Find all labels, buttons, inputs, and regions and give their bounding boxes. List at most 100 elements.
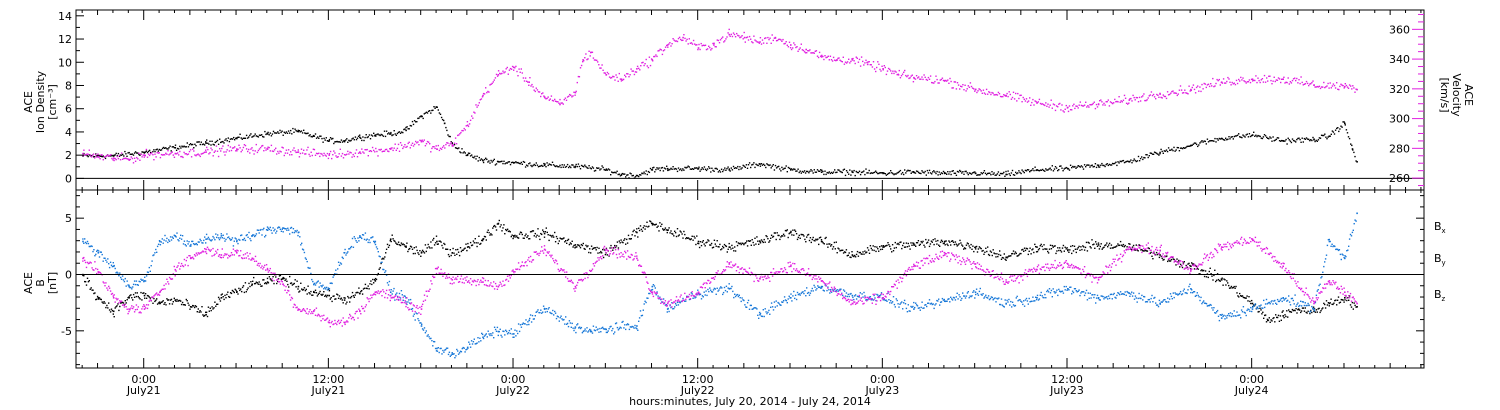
velocity-series-point: [205, 149, 207, 151]
by-series-point: [127, 284, 129, 286]
bx-series-point: [656, 226, 658, 228]
density-series-point: [785, 165, 787, 167]
bx-series-point: [797, 236, 800, 239]
velocity-series-point: [240, 151, 242, 153]
velocity-series-point: [1292, 78, 1295, 80]
by-series-point: [718, 289, 720, 291]
density-series-point: [1312, 136, 1314, 139]
bx-series-point: [845, 249, 848, 251]
bx-series-point: [473, 242, 475, 244]
by-series-point: [782, 300, 785, 302]
bx-series-point: [702, 240, 704, 242]
bx-series-point: [1204, 270, 1207, 272]
velocity-series-point: [696, 44, 698, 46]
velocity-series-point: [520, 68, 522, 70]
velocity-series-point: [550, 95, 553, 97]
by-series-point: [731, 285, 733, 288]
velocity-series-point: [724, 40, 726, 42]
velocity-series-point: [954, 81, 957, 83]
by-series-point: [800, 292, 802, 295]
density-series-point: [698, 166, 700, 168]
velocity-series-point: [548, 99, 550, 101]
density-series-point: [264, 130, 266, 133]
bx-series-point: [95, 298, 97, 301]
bx-series-point: [1222, 284, 1224, 286]
density-series-point: [1103, 164, 1105, 167]
by-series-point: [424, 332, 427, 334]
density-series-point: [415, 121, 417, 123]
bx-series-point: [864, 250, 866, 252]
velocity-series-point: [1247, 81, 1250, 83]
bx-series-point: [882, 245, 884, 247]
by-series-point: [579, 327, 582, 330]
velocity-series-point: [125, 157, 127, 159]
velocity-series-point: [137, 158, 139, 160]
velocity-series-point: [588, 50, 590, 52]
velocity-series-point: [152, 154, 154, 156]
velocity-series-point: [1017, 92, 1019, 95]
bx-series-point: [346, 301, 348, 303]
bx-series-point: [1002, 257, 1005, 259]
density-series-point: [550, 164, 553, 166]
bx-series-point: [546, 231, 548, 234]
velocity-series-point: [719, 39, 722, 41]
density-series-point: [880, 172, 882, 174]
density-series-point: [389, 133, 392, 135]
by-series-point: [260, 228, 262, 231]
bx-series-point: [339, 298, 342, 300]
bx-series-point: [661, 223, 663, 225]
density-series-point: [557, 166, 559, 168]
bx-series-point: [884, 245, 886, 247]
by-series-point: [409, 298, 412, 301]
density-series-point: [666, 165, 668, 167]
by-series-point: [274, 228, 276, 231]
velocity-series-point: [194, 154, 196, 156]
velocity-series-point: [158, 152, 160, 154]
density-series-point: [770, 167, 772, 169]
velocity-series-point: [304, 153, 306, 155]
density-series-point: [1177, 147, 1179, 149]
by-series-point: [146, 271, 149, 273]
bx-series-point: [329, 298, 331, 300]
bx-series-point: [862, 251, 864, 253]
bx-series-point: [1044, 248, 1046, 250]
density-series-point: [422, 117, 424, 120]
density-series-point: [987, 172, 989, 175]
density-series-point: [726, 167, 728, 170]
by-series-point: [91, 245, 93, 248]
by-series-point: [275, 232, 277, 234]
density-series-point: [459, 151, 461, 153]
bx-series-point: [1240, 295, 1243, 297]
by-series-point: [475, 343, 477, 345]
by-series-point: [382, 268, 384, 271]
by-series-point: [137, 284, 139, 286]
bx-series-point: [893, 247, 896, 249]
bx-series-point: [336, 293, 338, 295]
density-series-point: [1299, 138, 1301, 141]
velocity-series-point: [1068, 105, 1071, 107]
bx-series-point: [561, 238, 563, 240]
density-series-point: [1324, 133, 1326, 135]
density-series-point: [620, 173, 623, 176]
velocity-series-point: [518, 68, 520, 70]
velocity-series-point: [805, 48, 807, 51]
bx-series-point: [903, 242, 905, 244]
bx-series-point: [1050, 248, 1053, 250]
density-series-point: [710, 171, 712, 173]
density-series-point: [879, 172, 881, 174]
density-series-point: [1311, 139, 1313, 142]
by-series-point: [331, 282, 333, 285]
velocity-series-point: [1222, 78, 1225, 80]
velocity-series-point: [1238, 78, 1240, 81]
density-series-point: [765, 166, 767, 169]
bx-series-point: [1303, 310, 1306, 312]
by-series-point: [359, 236, 361, 239]
density-series-point: [1174, 150, 1176, 152]
bx-series-point: [770, 237, 772, 239]
density-series-point: [472, 156, 474, 158]
by-series-point: [817, 285, 819, 287]
bx-series-point: [763, 238, 765, 241]
bx-series-point: [919, 243, 921, 246]
density-series-point: [515, 161, 517, 163]
bx-series-point: [695, 243, 697, 246]
